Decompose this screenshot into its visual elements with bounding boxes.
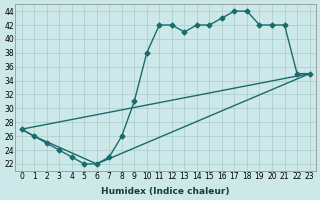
X-axis label: Humidex (Indice chaleur): Humidex (Indice chaleur) bbox=[101, 187, 230, 196]
